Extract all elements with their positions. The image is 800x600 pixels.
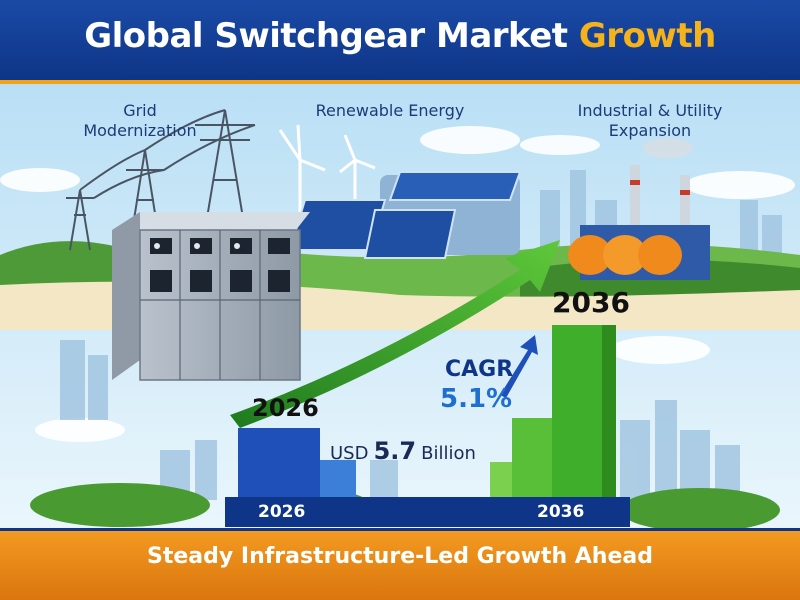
- title-accent: Growth: [578, 16, 716, 56]
- page-title: Global Switchgear Market Growth: [0, 16, 800, 56]
- label-renewable-energy: Renewable Energy: [315, 101, 465, 120]
- footer-tagline: Steady Infrastructure-Led Growth Ahead: [147, 544, 653, 569]
- label-grid-modernization: Grid Modernization: [60, 101, 220, 141]
- label-grid-line1: Grid: [123, 101, 157, 120]
- cagr-label: CAGR: [445, 357, 514, 382]
- axis-end-label: 2036: [537, 502, 585, 522]
- usd-suffix: Billion: [421, 443, 476, 464]
- market-value: USD 5.7 Billion: [330, 437, 476, 465]
- growth-arrow-icon: [230, 240, 560, 428]
- title-main: Global Switchgear Market: [84, 16, 568, 56]
- solar-panel-icon: [288, 171, 522, 259]
- growth-bars: [238, 325, 616, 500]
- label-industrial-line1: Industrial & Utility: [577, 101, 723, 120]
- switchgear-icon: [112, 212, 310, 381]
- usd-amount: 5.7: [373, 437, 417, 465]
- label-industrial-utility: Industrial & Utility Expansion: [550, 101, 750, 141]
- wind-turbine-icon: [278, 124, 376, 215]
- title-bar: [0, 0, 800, 84]
- footer-banner: [0, 528, 800, 600]
- transmission-tower-icon: [66, 109, 256, 251]
- year-start-label: 2026: [252, 394, 319, 422]
- label-grid-line2: Modernization: [83, 121, 197, 140]
- cagr-value: 5.1%: [440, 384, 513, 414]
- year-end-label: 2036: [552, 286, 630, 319]
- cagr-arrow-icon: [500, 335, 538, 398]
- usd-prefix: USD: [330, 443, 369, 464]
- label-industrial-line2: Expansion: [608, 121, 692, 140]
- axis-start-label: 2026: [258, 502, 306, 522]
- factory-icon: [568, 138, 710, 280]
